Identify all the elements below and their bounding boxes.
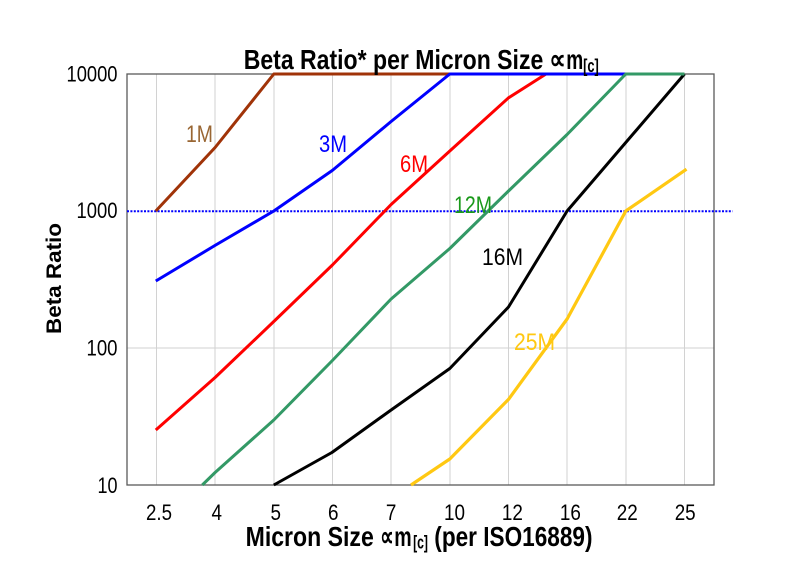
svg-text:100: 100 [87,336,118,361]
svg-text:5: 5 [271,500,282,525]
svg-text:1M: 1M [186,121,213,148]
svg-text:16: 16 [560,500,581,525]
svg-text:16M: 16M [482,244,523,271]
svg-text:∝: ∝ [380,521,394,552]
svg-text:m: m [394,521,411,552]
svg-text:7: 7 [386,500,397,525]
svg-text:4: 4 [211,500,222,525]
svg-text:(per ISO16889): (per ISO16889) [434,521,592,552]
svg-text:6: 6 [328,500,339,525]
svg-text:∝: ∝ [549,44,566,75]
svg-text:Beta Ratio: Beta Ratio [42,223,66,334]
svg-text:12: 12 [502,500,523,525]
svg-text:m: m [566,44,583,75]
svg-text:Beta Ratio* per Micron Size: Beta Ratio* per Micron Size [244,44,544,75]
svg-text:12M: 12M [454,192,492,219]
svg-text:Micron Size: Micron Size [246,521,374,552]
svg-text:22: 22 [617,500,638,525]
svg-text:[c]: [c] [413,533,428,553]
svg-text:10: 10 [98,473,118,498]
svg-text:25: 25 [675,500,696,525]
svg-text:10: 10 [444,500,465,525]
svg-text:1000: 1000 [77,198,118,223]
svg-text:2.5: 2.5 [146,500,172,525]
svg-text:10000: 10000 [67,62,118,87]
svg-text:[c]: [c] [583,56,599,76]
svg-text:25M: 25M [514,329,555,356]
svg-text:6M: 6M [400,151,428,178]
svg-text:3M: 3M [319,131,347,158]
